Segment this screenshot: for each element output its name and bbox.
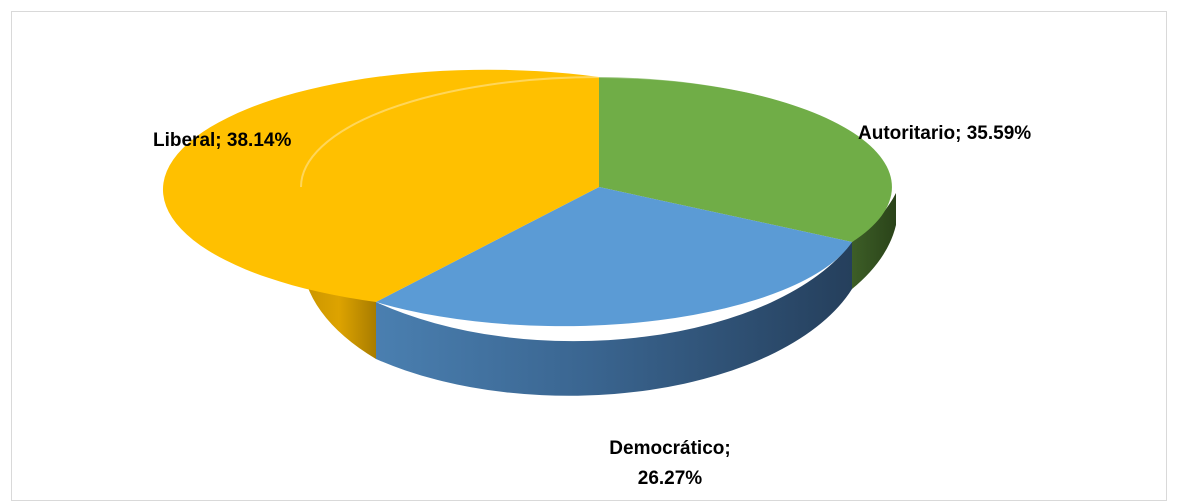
pie-slice-autoritario-side	[852, 193, 896, 289]
pie-top-highlight	[300, 76, 898, 188]
data-label-democratico-value: 26.27%	[638, 468, 703, 489]
data-label-autoritario: Autoritario; 35.59%	[858, 123, 1031, 144]
pie-slice-liberal	[162, 69, 600, 302]
pie-slice-democratico-side	[376, 242, 852, 396]
data-label-democratico-name: Democrático;	[609, 438, 730, 459]
pie-slice-autoritario	[599, 77, 892, 242]
pie-slice-democratico	[376, 187, 852, 327]
data-label-liberal: Liberal; 38.14%	[153, 130, 291, 151]
